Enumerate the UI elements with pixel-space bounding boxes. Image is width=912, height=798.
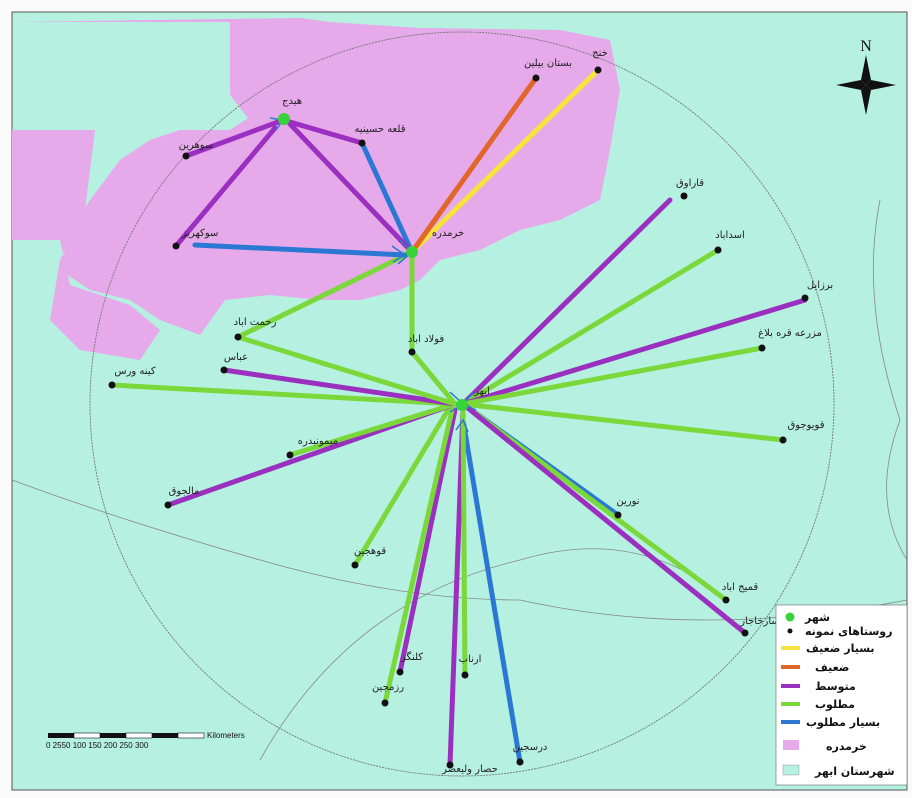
line-bostan bbox=[409, 75, 539, 255]
label-abhar: ابهر bbox=[473, 386, 490, 397]
label-razmajin: رزمجین bbox=[372, 682, 404, 693]
legend-good: مطلوب bbox=[815, 698, 855, 711]
connection-lines bbox=[109, 67, 808, 768]
label-hesar: حصار ولیعصر bbox=[441, 764, 498, 775]
label-qomeshabad: قمیج اباد bbox=[722, 582, 758, 593]
legend-khorramdarreh: خرمدره bbox=[826, 740, 867, 753]
line-mimonbadreh bbox=[287, 401, 458, 458]
villages bbox=[108, 66, 809, 769]
line-qoyojuq bbox=[460, 401, 786, 443]
county-boundary-3 bbox=[872, 199, 908, 561]
county-boundary-2 bbox=[259, 548, 701, 761]
line-hesar bbox=[447, 407, 466, 768]
legend-villages: روستاهای نمونه bbox=[805, 625, 892, 638]
line-sukhariz bbox=[173, 125, 278, 249]
label-rahmat: رحمت اباد bbox=[234, 317, 277, 328]
line-qoheyin bbox=[352, 407, 451, 568]
line-kd-hidaj bbox=[287, 121, 415, 255]
label-qoheyin: قوهجین bbox=[354, 546, 387, 557]
line-asadabad bbox=[460, 247, 721, 407]
label-kabnehvars: کینه ورس bbox=[114, 366, 155, 377]
line-kolangar bbox=[397, 407, 458, 675]
label-khoj: خنج bbox=[592, 48, 608, 59]
label-arnab: ارناب bbox=[459, 654, 482, 665]
line-khoj bbox=[409, 67, 601, 255]
city-khorramdarreh bbox=[406, 246, 418, 258]
label-abbas: عباس bbox=[224, 352, 248, 363]
line-mazraeh bbox=[460, 345, 765, 407]
label-darsajin: درسجین bbox=[513, 742, 548, 753]
line-kabnehvars bbox=[109, 382, 458, 407]
label-bostan: بستان بیلین bbox=[524, 58, 572, 69]
legend-medium: متوسط bbox=[815, 680, 856, 693]
label-maliqoq: مالجوق bbox=[169, 486, 200, 497]
label-sarajar: سارخاجار bbox=[739, 616, 780, 627]
label-kolangar: کلنگر bbox=[400, 651, 423, 663]
label-qaleh: قلعه حسینیه bbox=[355, 124, 406, 135]
scale-bar: 0 2550 100 150 200 250 300 Kilometers bbox=[46, 731, 245, 750]
line-abbas bbox=[221, 367, 458, 407]
north-label: N bbox=[860, 38, 872, 55]
label-qoyojuq: قویوجوق bbox=[787, 420, 824, 431]
label-baraval: برزایل bbox=[807, 280, 833, 291]
scale-unit: Kilometers bbox=[207, 731, 245, 740]
line-darsajin bbox=[460, 417, 523, 765]
legend-very-good: بسیار مطلوب bbox=[806, 716, 880, 729]
label-qaraluq: قاراوق bbox=[676, 178, 704, 189]
city-hidaj bbox=[278, 113, 290, 125]
scale-ticks: 0 2550 100 150 200 250 300 bbox=[46, 741, 149, 750]
label-sohrin: سوهرین bbox=[179, 140, 214, 151]
label-fulad: فولاد اباد bbox=[408, 334, 445, 345]
label-mazraeh: مزرعه قره بلاغ bbox=[758, 328, 822, 339]
label-hidaj: هیدج bbox=[282, 96, 302, 107]
legend-very-weak: بسیار ضعیف bbox=[806, 642, 875, 655]
legend-city-swatch bbox=[785, 612, 795, 622]
label-khorramdarreh: خرمدره bbox=[432, 228, 464, 239]
buffer-circle bbox=[89, 31, 835, 777]
line-qaraluq bbox=[460, 197, 673, 407]
line-sohrin bbox=[183, 119, 281, 159]
line-razmajin bbox=[382, 407, 455, 706]
line-fulad bbox=[409, 349, 458, 407]
label-sukhariz: سوکهریز bbox=[181, 228, 219, 239]
legend-abhar: شهرستان ابهر bbox=[814, 765, 895, 778]
city-abhar bbox=[456, 399, 468, 411]
legend-city: شهر bbox=[804, 611, 830, 624]
line-qaleh-hidaj bbox=[280, 117, 365, 146]
khorramdarreh-region-west bbox=[12, 130, 160, 360]
line-rahmat-kd bbox=[235, 249, 415, 340]
label-asadabad: اسداباد bbox=[715, 230, 744, 241]
legend-weak: ضعیف bbox=[815, 661, 849, 674]
legend-village-swatch bbox=[787, 628, 793, 634]
khorramdarreh-region bbox=[12, 18, 620, 335]
line-qaleh bbox=[359, 140, 415, 255]
north-arrow: N bbox=[836, 38, 896, 115]
line-sonbol bbox=[192, 242, 408, 258]
line-arnab bbox=[460, 407, 468, 678]
label-mimonbadreh: میمونبدره bbox=[298, 436, 338, 447]
legend: شهر روستاهای نمونه بسیار ضعیف ضعیف متوسط… bbox=[775, 604, 908, 786]
label-nurin: نورین bbox=[616, 496, 639, 507]
line-sarajar bbox=[460, 401, 748, 636]
line-rahmat bbox=[235, 334, 458, 407]
line-baraval bbox=[460, 297, 808, 407]
